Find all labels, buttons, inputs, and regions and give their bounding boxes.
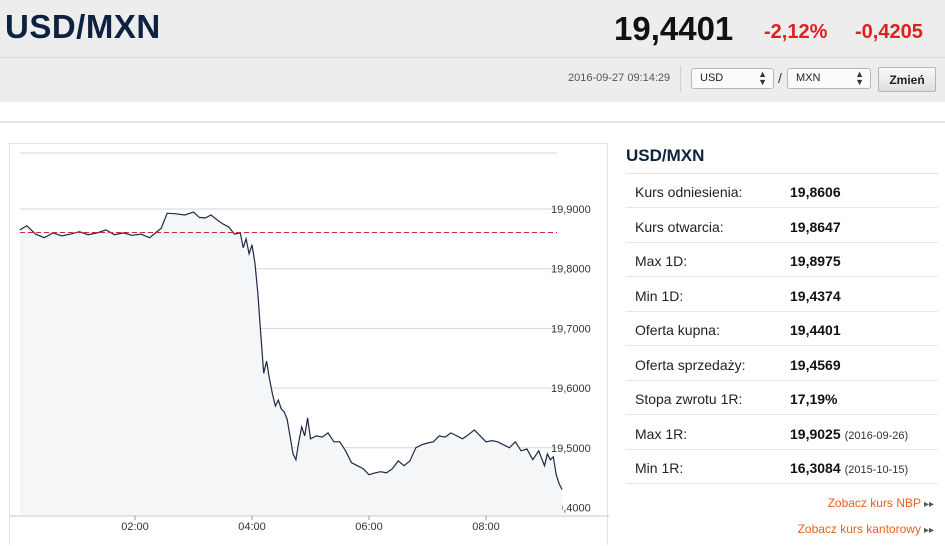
current-price: 19,4401 [614, 10, 734, 47]
chart-canvas: 19,400019,500019,600019,700019,800019,90… [10, 152, 609, 533]
detail-row: Kurs odniesienia: 19,8606 [626, 174, 938, 208]
y-tick-label: 19,9000 [551, 204, 591, 216]
detail-value-number: 19,9025 [790, 425, 841, 442]
double-chevron-right-icon: ▸▸ [923, 525, 934, 536]
price-line [19, 211, 563, 490]
detail-value-number: 19,8606 [790, 184, 841, 200]
y-tick-label: 19,6000 [551, 383, 591, 395]
detail-row: Min 1R: 16,3084 (2015-10-15) [626, 450, 938, 484]
pair-title: USD/MXN [5, 8, 161, 45]
detail-value-number: 19,8975 [790, 253, 841, 269]
detail-label: Stopa zwrotu 1R: [635, 391, 743, 407]
quote-timestamp: 2016-09-27 09:14:29 [568, 72, 671, 84]
change-absolute: -0,4205 [855, 21, 923, 43]
x-tick-label: 02:00 [121, 521, 149, 533]
select-arrows-icon: ▲ ▼ [758, 69, 767, 87]
y-tick-label: 19,5000 [551, 443, 591, 455]
change-button[interactable]: Zmień [878, 67, 936, 92]
detail-row: Min 1D: 19,4374 [626, 278, 938, 312]
toolbar-separator [680, 66, 681, 92]
detail-label: Min 1D: [635, 287, 684, 304]
x-tick-label: 06:00 [355, 521, 383, 533]
detail-value-number: 16,3084 [790, 460, 841, 476]
detail-label: Max 1D: [635, 253, 688, 269]
detail-value-number: 19,4401 [790, 322, 841, 338]
from-currency-value: USD [700, 72, 724, 84]
x-tick-label: 04:00 [238, 521, 266, 533]
detail-row: Stopa zwrotu 1R: 17,19% [626, 381, 938, 415]
panel-title: USD/MXN [626, 146, 705, 165]
detail-value: 17,19% [790, 391, 837, 407]
detail-value: 16,3084 (2015-10-15) [790, 460, 908, 476]
detail-value: 19,9025 (2016-09-26) [790, 426, 908, 442]
y-tick-label: 19,8000 [551, 264, 591, 276]
exchange-office-rate-link[interactable]: Zobacz kurs kantorowy ▸▸ [798, 522, 934, 536]
x-tick-label: 08:00 [472, 521, 500, 533]
detail-label: Kurs odniesienia: [635, 184, 743, 200]
intraday-chart[interactable]: 19,4000 19,5000 19,6000 19,7000 19,8000 19,90… [9, 143, 609, 545]
header-divider [0, 57, 945, 58]
from-currency-select[interactable]: USD ▲ ▼ [691, 68, 774, 89]
kantor-link-label: Zobacz kurs kantorowy [797, 522, 921, 536]
detail-label: Kurs otwarcia: [635, 218, 724, 235]
detail-date: (2015-10-15) [844, 464, 909, 476]
quote-header: USD/MXN 19,4401 -2,12% -0,4205 2016-09-2… [0, 0, 945, 102]
detail-value-number: 19,8647 [790, 218, 841, 235]
detail-value-number: 19,4374 [790, 287, 841, 304]
detail-value: 19,8647 [790, 219, 841, 235]
detail-value: 19,8975 [790, 253, 841, 269]
to-currency-select[interactable]: MXN ▲ ▼ [787, 68, 871, 89]
nbp-rate-link[interactable]: Zobacz kurs NBP ▸▸ [828, 496, 934, 510]
detail-row: Max 1R: 19,9025 (2016-09-26) [626, 416, 938, 450]
detail-label: Oferta sprzedaży: [635, 356, 746, 373]
select-arrows-icon: ▲ ▼ [855, 69, 864, 87]
double-chevron-right-icon: ▸▸ [923, 499, 934, 510]
nbp-link-label: Zobacz kurs NBP [827, 496, 921, 510]
detail-row: Oferta kupna: 19,4401 [626, 312, 938, 346]
to-currency-value: MXN [796, 72, 821, 84]
y-tick-label: 19,7000 [551, 323, 591, 335]
detail-value: 19,4569 [790, 357, 841, 373]
currency-slash: / [778, 70, 782, 86]
detail-value: 19,8606 [790, 184, 841, 200]
detail-label: Oferta kupna: [635, 322, 720, 338]
price-area [19, 212, 563, 516]
detail-row: Oferta sprzedaży: 19,4569 [626, 347, 938, 381]
detail-value: 19,4374 [790, 288, 841, 304]
section-divider [0, 121, 945, 123]
detail-value-number: 17,19% [790, 391, 838, 407]
detail-value-number: 19,4569 [790, 356, 841, 373]
detail-label: Max 1R: [635, 425, 688, 442]
detail-date: (2016-09-26) [844, 429, 909, 442]
detail-label: Min 1R: [635, 460, 684, 476]
change-percent: -2,12% [764, 21, 828, 43]
panel-top-border [626, 173, 938, 174]
detail-row: Kurs otwarcia: 19,8647 [626, 209, 938, 243]
detail-row: Max 1D: 19,8975 [626, 243, 938, 277]
detail-value: 19,4401 [790, 322, 841, 338]
